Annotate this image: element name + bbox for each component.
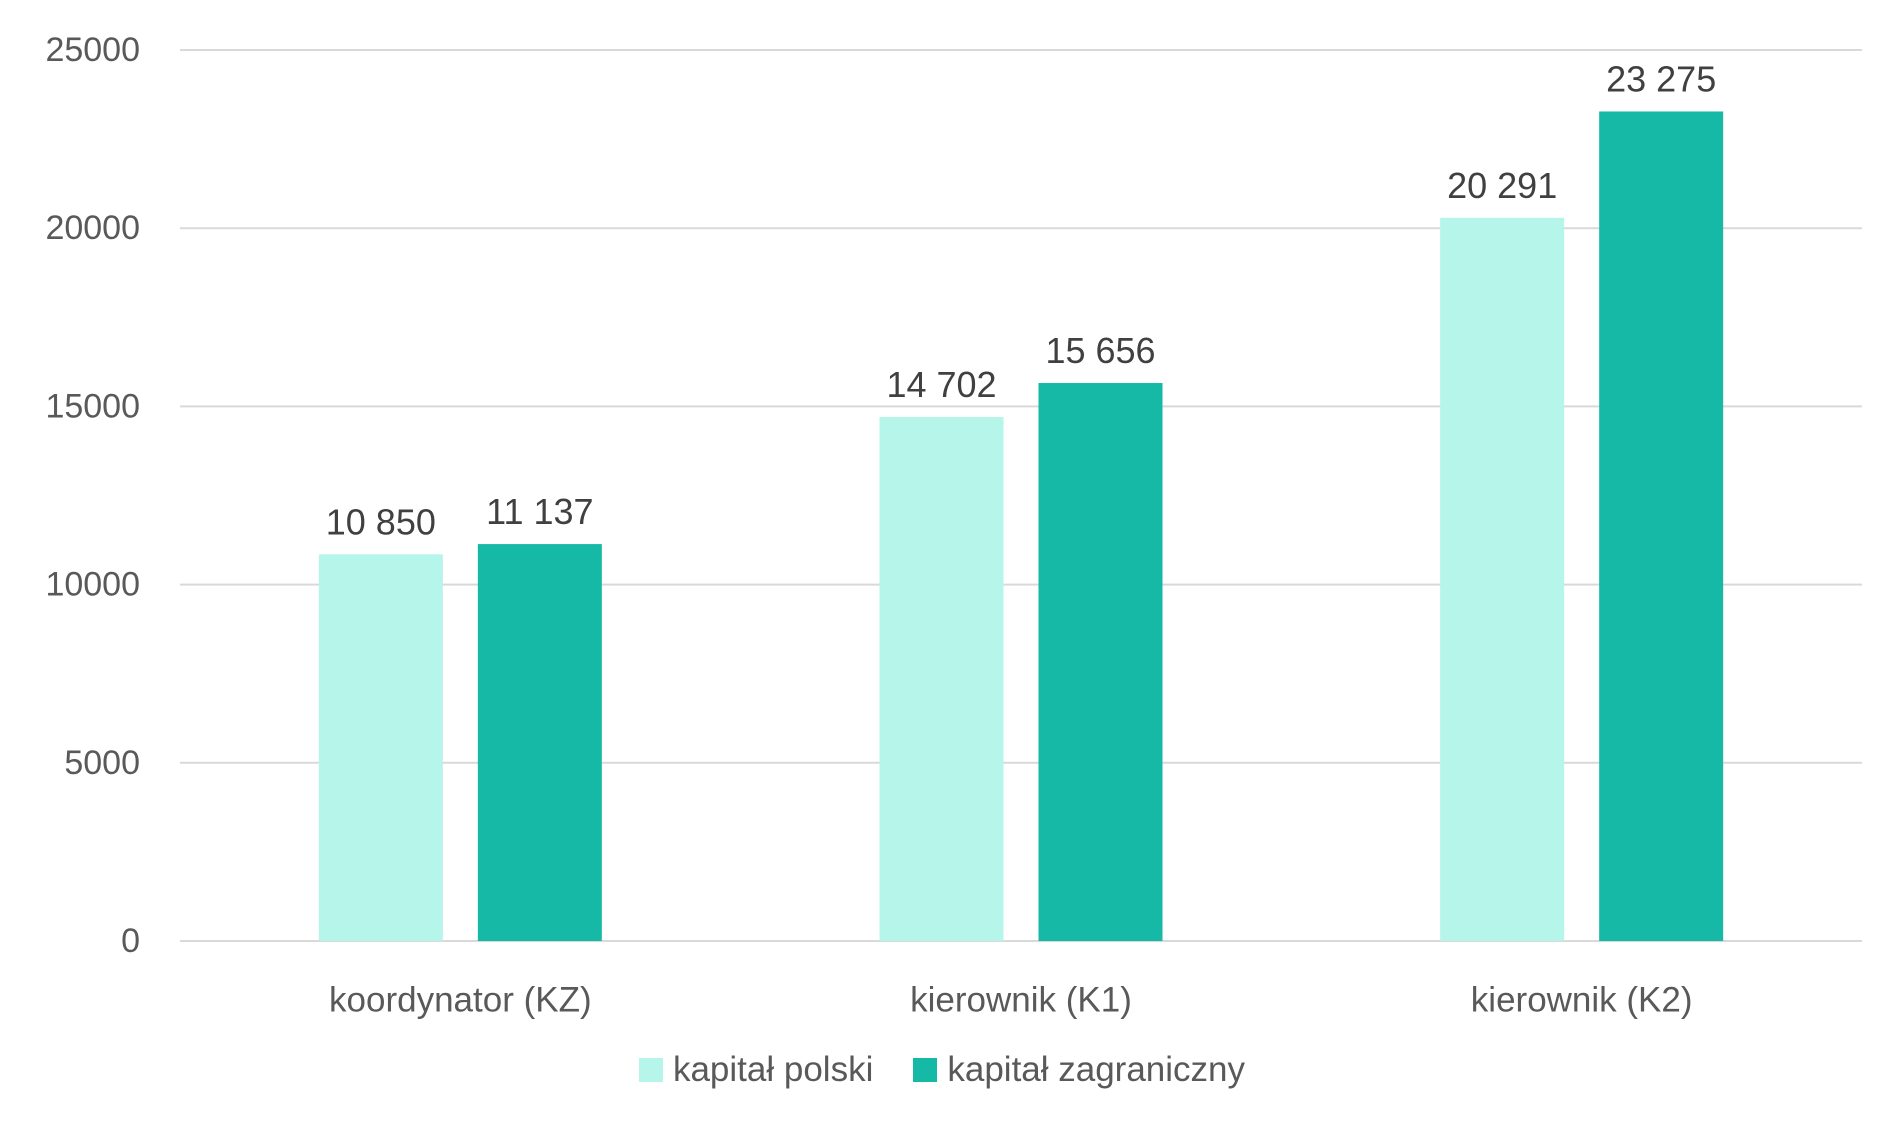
bars [318, 111, 1724, 942]
legend: kapitał polski kapitał zagraniczny [0, 1050, 1884, 1090]
bar-series-2-1 [477, 544, 602, 941]
data-labels: 10 850 11 137 14 702 15 656 20 291 23 275 [326, 58, 1716, 542]
bar-series-1-2 [879, 417, 1004, 941]
data-label-series-2-2: 15 656 [1045, 330, 1155, 371]
y-tick-label: 25000 [45, 31, 140, 69]
y-tick-label: 0 [121, 922, 140, 960]
x-tick-label: kierownik (K1) [910, 981, 1132, 1020]
bar-series-1-3 [1440, 217, 1565, 942]
data-label-series-1-1: 10 850 [326, 501, 436, 542]
legend-swatch-series-2 [913, 1058, 938, 1082]
data-label-series-1-2: 14 702 [886, 364, 996, 405]
y-tick-label: 15000 [45, 387, 140, 425]
data-label-series-2-1: 11 137 [486, 491, 593, 532]
x-tick-label: kierownik (K2) [1471, 981, 1693, 1020]
y-tick-label: 5000 [64, 744, 140, 782]
data-label-series-1-3: 20 291 [1447, 165, 1557, 206]
data-label-series-2-3: 23 275 [1606, 58, 1716, 99]
legend-item-series-1: kapitał polski [638, 1050, 874, 1090]
gridlines [180, 49, 1862, 942]
x-axis-ticks: koordynator (KZ) kierownik (K1) kierownik … [329, 981, 1692, 1020]
bar-series-2-3 [1599, 111, 1724, 941]
y-axis-ticks: 0 5000 10000 15000 20000 25000 [45, 31, 140, 960]
legend-item-series-2: kapitał zagraniczny [913, 1050, 1245, 1090]
x-tick-label: koordynator (KZ) [329, 981, 592, 1020]
bar-series-1-1 [318, 554, 443, 941]
legend-label-series-1: kapitał polski [672, 1050, 874, 1089]
legend-label-series-2: kapitał zagraniczny [947, 1050, 1246, 1089]
y-tick-label: 20000 [45, 209, 140, 247]
y-tick-label: 10000 [45, 566, 140, 604]
legend-swatch-series-1 [638, 1058, 663, 1082]
bar-series-2-2 [1038, 383, 1163, 942]
